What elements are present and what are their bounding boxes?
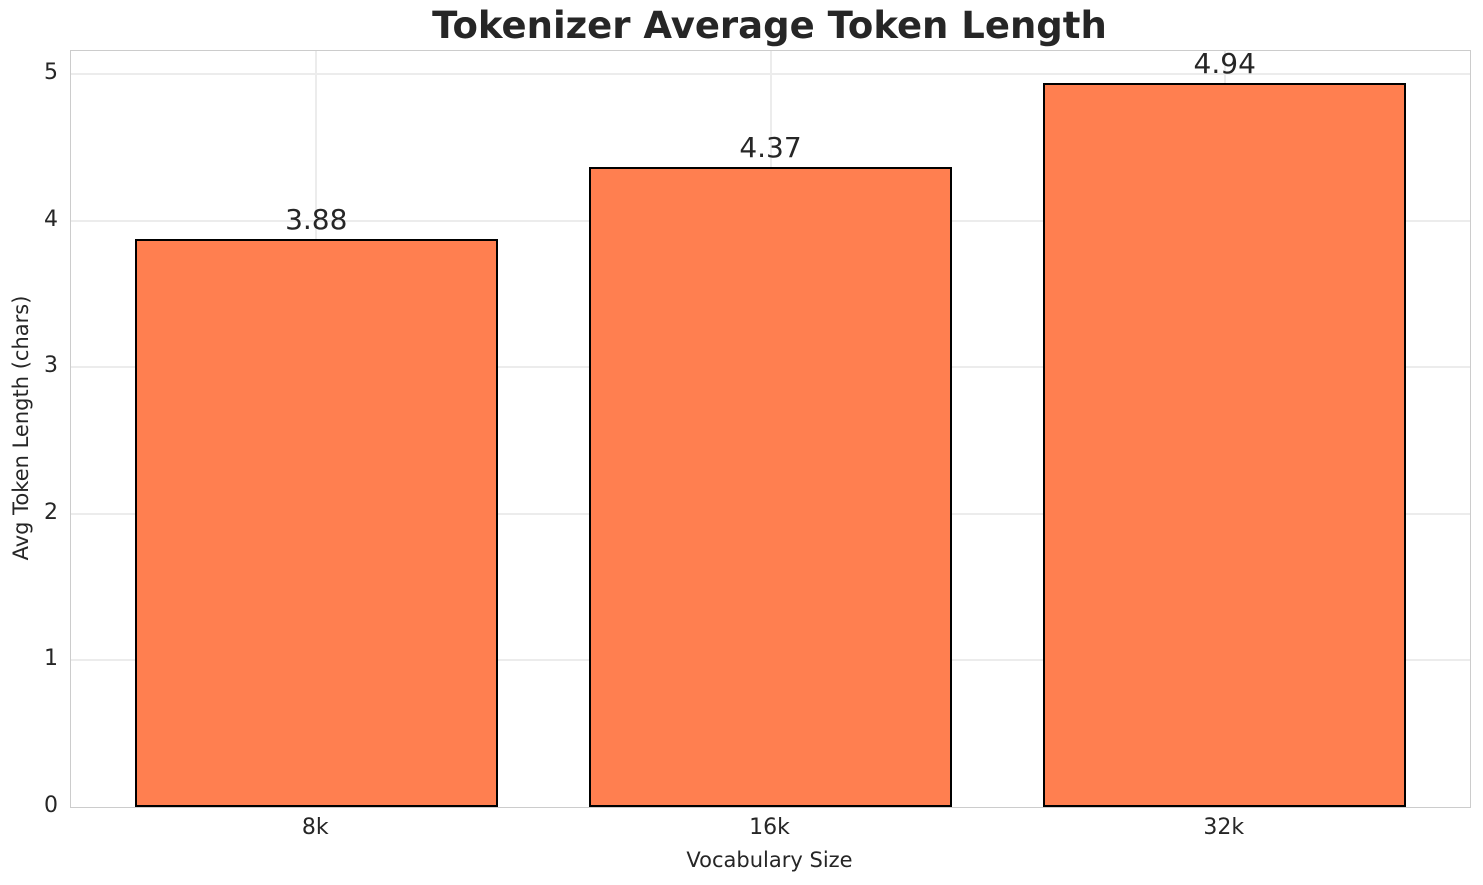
- y-tick-label: 1: [44, 646, 58, 672]
- x-tick-label: 16k: [749, 815, 790, 840]
- x-tick-label: 8k: [301, 815, 329, 840]
- y-tick-label: 5: [44, 60, 58, 86]
- y-axis-tick-area: 0 1 2 3 4 5: [0, 50, 70, 818]
- y-tick-label: 4: [44, 206, 58, 232]
- y-tick-label: 0: [44, 793, 58, 818]
- bar-value-label: 4.94: [1193, 47, 1256, 81]
- plot-area: 3.88 4.37 4.94: [70, 47, 1471, 808]
- y-tick-label: 2: [44, 499, 58, 525]
- bar-value-label: 4.37: [739, 130, 802, 164]
- chart-title: Tokenizer Average Token Length: [432, 4, 1107, 47]
- bar-value-label: 3.88: [285, 202, 348, 236]
- bar-16k: [588, 166, 953, 807]
- bar-32k: [1043, 83, 1407, 807]
- bar-8k: [134, 238, 498, 807]
- x-axis-label: Vocabulary Size: [686, 848, 853, 872]
- x-tick-label: 32k: [1203, 815, 1245, 840]
- y-tick-label: 3: [44, 353, 58, 379]
